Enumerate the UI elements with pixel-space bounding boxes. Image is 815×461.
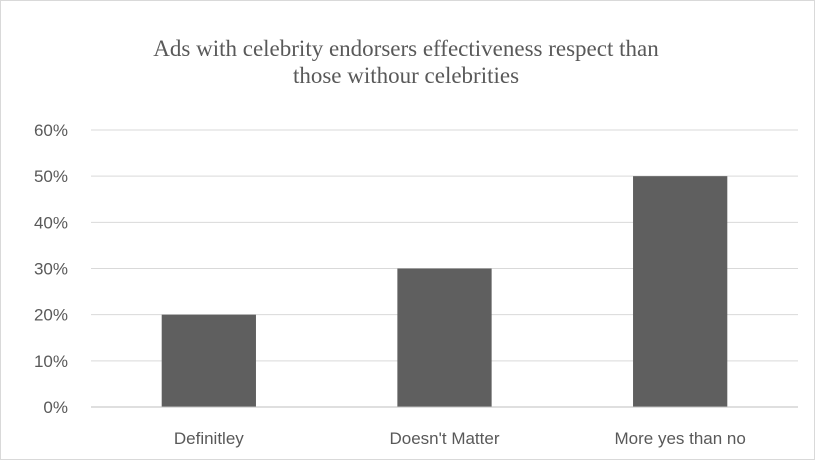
- x-tick-label: More yes than no: [614, 429, 745, 448]
- chart-title: Ads with celebrity endorsers effectivene…: [153, 36, 659, 88]
- y-tick-label: 0%: [43, 398, 68, 417]
- y-tick-label: 60%: [34, 121, 68, 140]
- chart-title-line-1: Ads with celebrity endorsers effectivene…: [153, 36, 659, 61]
- x-axis-tick-labels: Definitley Doesn't Matter More yes than no: [174, 429, 746, 448]
- bar: [633, 176, 728, 407]
- y-tick-label: 10%: [34, 352, 68, 371]
- y-tick-label: 20%: [34, 306, 68, 325]
- y-tick-label: 50%: [34, 167, 68, 186]
- bar: [161, 314, 256, 407]
- x-tick-label: Doesn't Matter: [389, 429, 499, 448]
- y-axis-tick-labels: 0% 10% 20% 30% 40% 50% 60%: [34, 121, 68, 417]
- chart-title-line-2: those withour celebrities: [293, 63, 519, 88]
- bar: [397, 268, 492, 407]
- bars: [161, 176, 728, 407]
- y-tick-label: 40%: [34, 213, 68, 232]
- y-tick-label: 30%: [34, 260, 68, 279]
- x-tick-label: Definitley: [174, 429, 244, 448]
